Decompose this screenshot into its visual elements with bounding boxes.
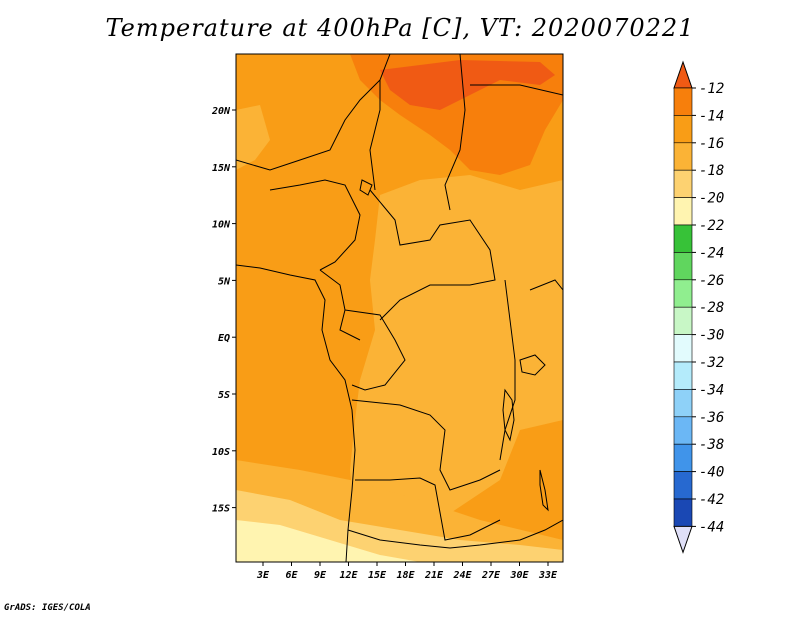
lon-axis: 3E 6E 9E 12E 15E 18E 21E 24E 27E 30E 33E (256, 562, 558, 581)
lake-victoria (519, 354, 546, 376)
colorbar-label: -12 (699, 81, 724, 97)
colorbar: -12 -14 -16 -18 -20 -22 -24 -26 -28 -30 -32 -34 -36 -… (673, 60, 724, 554)
lake-malawi (539, 469, 549, 512)
border-nigeria (269, 179, 361, 271)
colorbar-label: -34 (699, 382, 724, 398)
colorbar-swatch (673, 471, 693, 500)
colorbar-swatch (673, 416, 693, 445)
colorbar-swatch (673, 197, 693, 226)
field-band-warmest (380, 60, 555, 110)
lon-tick-label: 18E (396, 570, 415, 581)
lon-tick-label: 6E (285, 570, 298, 581)
colorbar-swatch (673, 115, 693, 144)
lon-tick-label: 30E (509, 570, 529, 581)
colorbar-label: -30 (699, 328, 724, 344)
colorbar-swatch (673, 389, 693, 418)
colorbar-swatch (673, 224, 693, 253)
colorbar-top-arrow (673, 60, 693, 89)
lon-tick-label: 9E (314, 570, 327, 581)
lat-tick-label: 10N (212, 220, 231, 231)
lat-tick-label: 15N (212, 163, 231, 174)
colorbar-swatch (673, 498, 693, 527)
field-band-22-20 (236, 520, 420, 562)
border-gabon-congo (344, 309, 406, 391)
field-band-18-16-central (350, 175, 563, 545)
colorbar-swatch (673, 334, 693, 363)
colorbar-label: -40 (699, 465, 724, 481)
colorbar-label: -42 (699, 492, 724, 508)
colorbar-label: -28 (699, 300, 724, 316)
colorbar-label: -36 (699, 410, 724, 426)
colorbar-swatch (673, 443, 693, 472)
lat-tick-label: 5N (218, 276, 231, 287)
field-band-18-16-west (236, 105, 270, 170)
border-north-2 (369, 80, 381, 191)
colorbar-label: -26 (699, 273, 724, 289)
colorbar-swatch (673, 142, 693, 171)
colorbar-swatch (673, 361, 693, 390)
lon-tick-label: 33E (538, 570, 558, 581)
border-north-1 (236, 54, 391, 171)
country-boundaries (236, 54, 563, 562)
border-drc-south (351, 399, 501, 491)
colorbar-swatch (673, 169, 693, 198)
lon-tick-label: 27E (481, 570, 501, 581)
lon-tick-label: 21E (424, 570, 444, 581)
colorbar-swatch (673, 87, 693, 116)
lat-tick-label: 10S (212, 447, 230, 458)
lon-tick-label: 15E (368, 570, 387, 581)
border-south (347, 519, 563, 549)
colorbar-label: -18 (699, 163, 724, 179)
colorbar-bottom-arrow (673, 525, 693, 554)
colorbar-label: -16 (699, 136, 724, 152)
border-angola (355, 477, 501, 541)
lon-tick-label: 12E (339, 570, 358, 581)
colorbar-label: -24 (699, 245, 724, 261)
grads-credit: GrADS: IGES/COLA (4, 603, 91, 613)
colorbar-label: -38 (699, 437, 724, 453)
lake-chad (359, 179, 373, 196)
colorbar-label: -32 (699, 355, 724, 371)
lat-tick-label: 15S (212, 504, 230, 515)
border-east-africa (529, 279, 563, 291)
lon-tick-label: 24E (452, 570, 472, 581)
border-north-4 (470, 84, 563, 96)
colorbar-label: -44 (699, 519, 724, 535)
colorbar-label: -20 (699, 191, 724, 207)
colorbar-label: -22 (699, 218, 724, 234)
temperature-field (236, 54, 563, 562)
border-chad-car (369, 189, 496, 321)
lat-tick-label: 20N (211, 106, 231, 117)
lat-axis: 20N 15N 10N 5N EQ 5S 10S 15S (211, 106, 236, 515)
lon-tick-label: 3E (256, 570, 270, 581)
colorbar-swatch (673, 279, 693, 308)
border-drc-east (499, 279, 516, 461)
colorbar-swatch (673, 252, 693, 281)
lake-tanganyika (502, 388, 515, 442)
lat-tick-label: EQ (218, 333, 230, 344)
lat-tick-label: 5S (218, 390, 230, 401)
coastline-west (236, 264, 356, 562)
map-title: Temperature at 400hPa [C], VT: 202007022… (105, 14, 695, 42)
map-frame (235, 53, 564, 563)
border-north-3 (444, 54, 466, 211)
colorbar-swatch (673, 306, 693, 335)
colorbar-label: -14 (699, 108, 724, 124)
